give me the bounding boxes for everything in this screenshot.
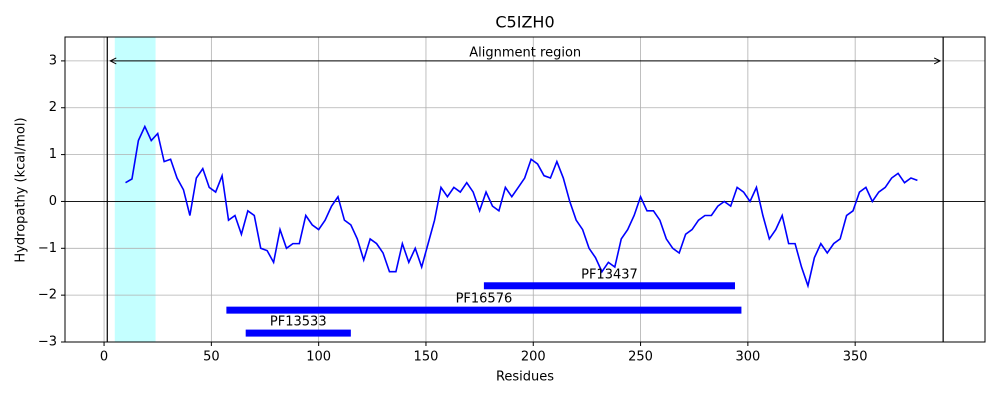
domain-bar	[245, 329, 351, 337]
domain-label: PF13533	[270, 315, 327, 330]
x-axis-label: Residues	[496, 370, 554, 385]
arrow-head	[933, 57, 942, 65]
highlight-span	[114, 37, 156, 342]
x-tick-label: 50	[203, 350, 220, 365]
hydropathy-line	[125, 124, 918, 289]
domain-bar	[483, 282, 735, 290]
x-tick-label: 100	[306, 350, 331, 365]
x-tick-label: 200	[521, 350, 546, 365]
x-tick-label: 0	[100, 350, 108, 365]
x-tick-label: 350	[843, 350, 868, 365]
domain-label: PF13437	[581, 267, 638, 282]
y-tick-label: −3	[38, 335, 57, 350]
y-tick-label: −2	[38, 288, 57, 303]
y-tick-label: 2	[49, 100, 57, 115]
plot-frame	[64, 36, 986, 343]
region-label: Alignment region	[469, 45, 581, 60]
x-tick-label: 250	[628, 350, 653, 365]
chart-title: C5IZH0	[495, 13, 554, 32]
y-tick-label: −1	[38, 241, 57, 256]
domain-label: PF16576	[456, 292, 513, 307]
x-tick-label: 150	[414, 350, 439, 365]
y-axis-label: Hydropathy (kcal/mol)	[14, 117, 29, 262]
y-tick-label: 0	[49, 194, 57, 209]
y-tick-label: 1	[49, 147, 57, 162]
y-tick-label: 3	[49, 53, 57, 68]
arrow-head	[109, 57, 117, 65]
x-tick-label: 300	[735, 350, 760, 365]
domain-bar	[226, 306, 742, 314]
